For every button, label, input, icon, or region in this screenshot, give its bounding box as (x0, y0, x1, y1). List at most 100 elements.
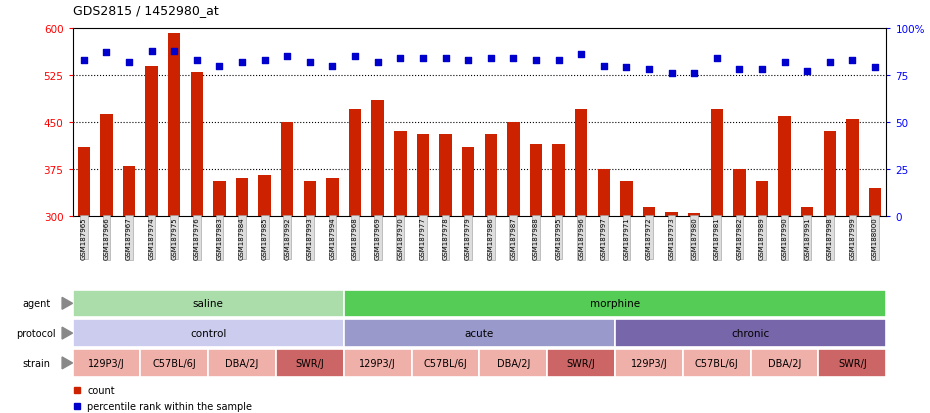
Bar (643, 207, 655, 216)
Text: saline: saline (193, 299, 223, 309)
Point (460, 57, 475, 64)
Bar (547, 349, 615, 377)
Text: SWR/J: SWR/J (296, 358, 325, 368)
Text: SWR/J: SWR/J (838, 358, 867, 368)
Text: GSM187993: GSM187993 (307, 216, 312, 259)
Point (190, 57, 205, 64)
Text: percentile rank within the sample: percentile rank within the sample (87, 401, 252, 411)
Text: GSM187973: GSM187973 (669, 216, 674, 259)
Text: C57BL/6J: C57BL/6J (153, 358, 196, 368)
Text: GDS2815 / 1452980_at: GDS2815 / 1452980_at (73, 4, 219, 17)
Bar (191, 73, 203, 216)
Point (234, 59, 249, 66)
Point (868, 65, 883, 71)
Bar (530, 145, 542, 216)
Bar (145, 66, 158, 216)
Point (392, 56, 407, 62)
Text: GSM187986: GSM187986 (487, 216, 494, 259)
Point (845, 57, 860, 64)
Bar (73, 349, 140, 377)
Point (822, 59, 837, 66)
Text: GSM187980: GSM187980 (691, 216, 698, 259)
Point (551, 57, 566, 64)
Bar (276, 349, 344, 377)
Point (99, 50, 113, 57)
Bar (778, 116, 790, 216)
Bar (394, 132, 406, 216)
Text: GSM187974: GSM187974 (149, 216, 154, 259)
Bar (824, 132, 836, 216)
Text: agent: agent (22, 299, 50, 309)
Text: GSM187988: GSM187988 (533, 216, 538, 259)
Text: DBA/2J: DBA/2J (497, 358, 530, 368)
Text: GSM187992: GSM187992 (285, 216, 290, 259)
Point (326, 63, 340, 70)
Point (484, 56, 498, 62)
Bar (140, 349, 208, 377)
Text: GSM187999: GSM187999 (849, 216, 856, 259)
Text: 129P3/J: 129P3/J (359, 358, 396, 368)
Bar (77, 148, 90, 216)
Text: GSM187971: GSM187971 (623, 216, 630, 259)
Bar (733, 169, 746, 216)
Polygon shape (62, 328, 73, 339)
Text: GSM188000: GSM188000 (872, 216, 878, 259)
Bar (462, 148, 474, 216)
Bar (597, 169, 610, 216)
Bar (485, 135, 497, 216)
Text: 129P3/J: 129P3/J (631, 358, 668, 368)
Bar (869, 188, 882, 216)
Bar (304, 182, 316, 216)
Point (732, 67, 747, 74)
Bar (259, 176, 271, 216)
Point (618, 65, 633, 71)
Bar (236, 179, 248, 216)
Bar (168, 34, 180, 216)
Text: strain: strain (22, 358, 50, 368)
Bar (683, 349, 751, 377)
Bar (344, 320, 615, 347)
Bar (344, 349, 412, 377)
Text: GSM187977: GSM187977 (420, 216, 426, 259)
Bar (552, 145, 565, 216)
Text: GSM187966: GSM187966 (103, 216, 110, 259)
Text: chronic: chronic (732, 328, 770, 338)
Bar (326, 179, 339, 216)
Text: acute: acute (465, 328, 494, 338)
Point (642, 67, 657, 74)
Bar (751, 349, 818, 377)
Point (280, 54, 295, 60)
Point (438, 56, 453, 62)
Text: GSM187985: GSM187985 (261, 216, 268, 259)
Text: control: control (190, 328, 226, 338)
Point (122, 59, 137, 66)
Bar (208, 349, 276, 377)
Text: GSM187965: GSM187965 (81, 216, 86, 259)
Text: GSM187983: GSM187983 (217, 216, 222, 259)
Text: DBA/2J: DBA/2J (768, 358, 802, 368)
Point (76, 57, 91, 64)
Text: GSM187987: GSM187987 (511, 216, 516, 259)
Bar (100, 114, 113, 216)
Text: SWR/J: SWR/J (566, 358, 595, 368)
Bar (480, 349, 547, 377)
Point (528, 57, 543, 64)
Bar (412, 349, 480, 377)
Text: GSM187982: GSM187982 (737, 216, 742, 259)
Bar (371, 101, 384, 216)
Text: GSM187975: GSM187975 (171, 216, 178, 259)
Text: GSM187968: GSM187968 (352, 216, 358, 259)
Polygon shape (62, 298, 73, 309)
Point (710, 56, 724, 62)
Point (574, 52, 589, 59)
Text: GSM187991: GSM187991 (804, 216, 810, 259)
Text: GSM187995: GSM187995 (555, 216, 562, 259)
Bar (73, 320, 344, 347)
Text: GSM187978: GSM187978 (443, 216, 448, 259)
Bar (615, 320, 886, 347)
Point (596, 63, 611, 70)
Bar (688, 213, 700, 216)
Text: C57BL/6J: C57BL/6J (695, 358, 738, 368)
Text: GSM187972: GSM187972 (646, 216, 652, 259)
Bar (801, 207, 814, 216)
